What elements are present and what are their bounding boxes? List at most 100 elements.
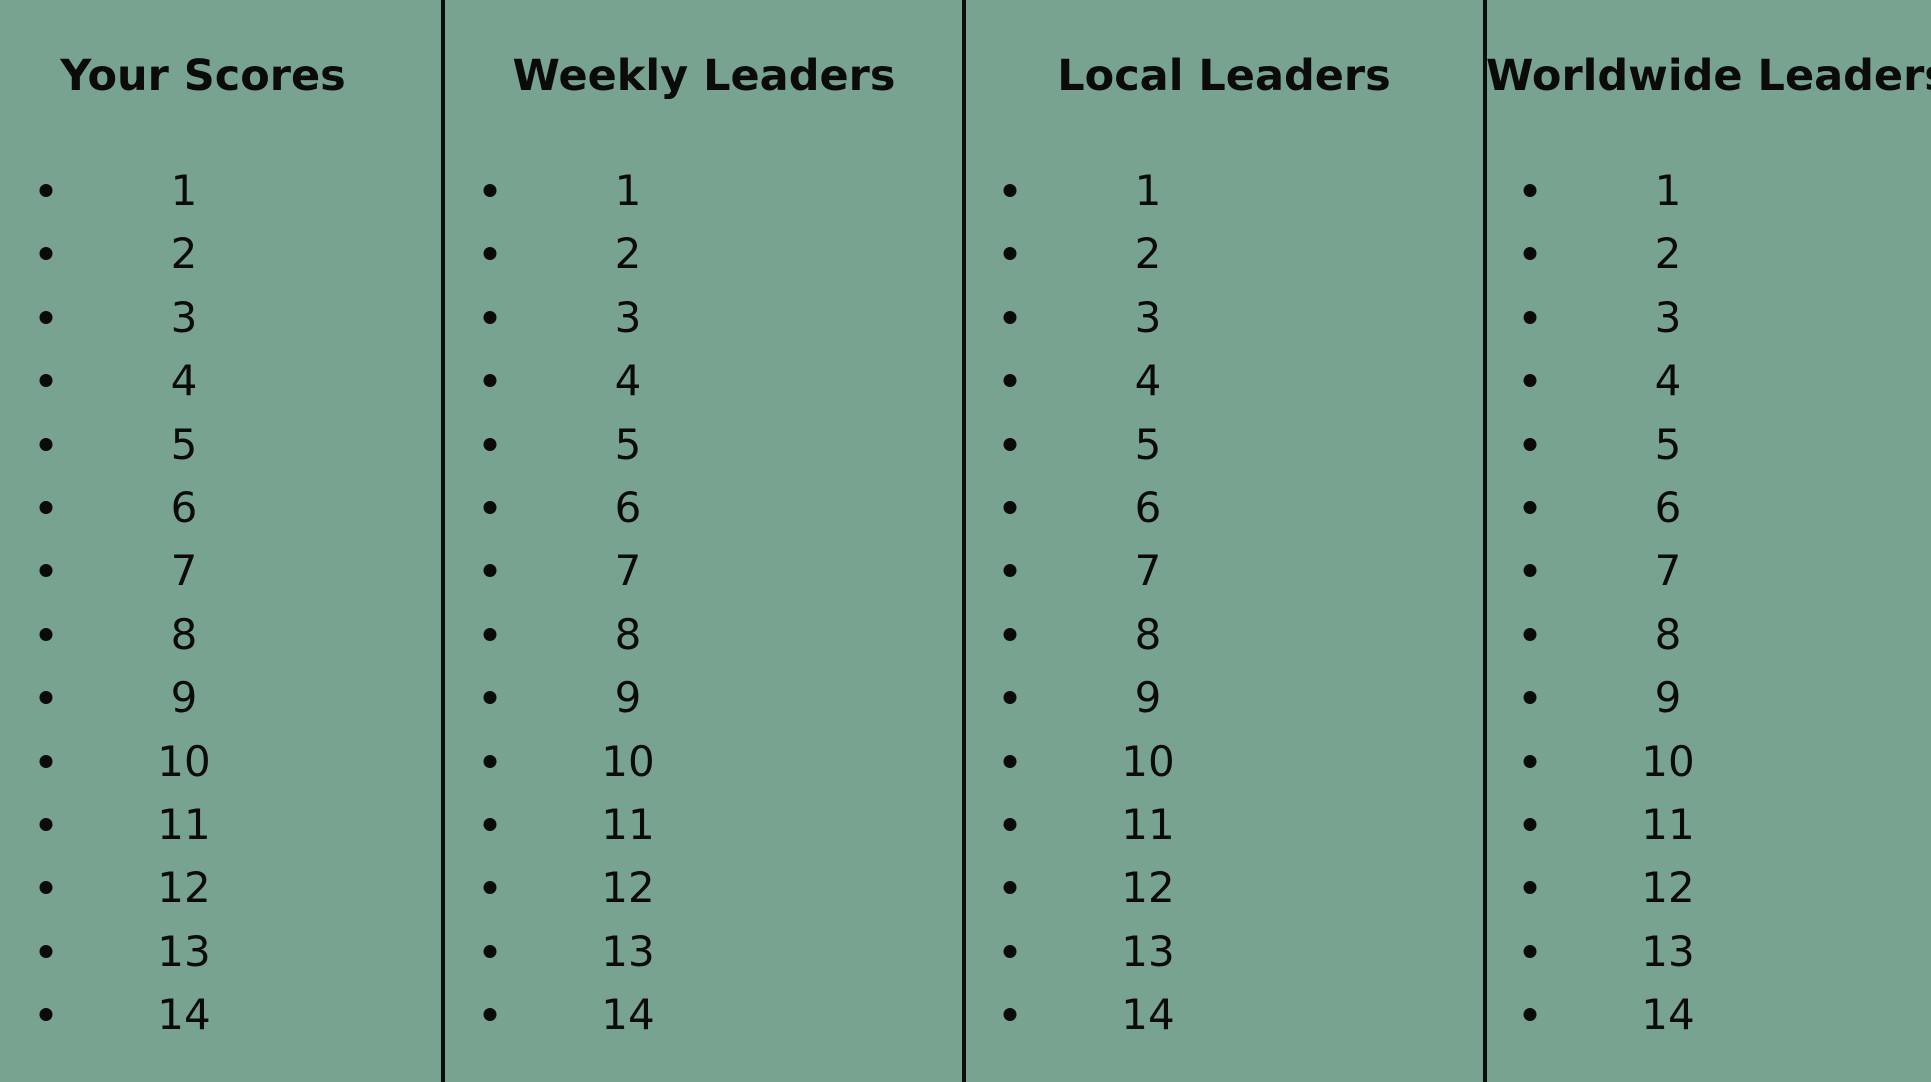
rank-row: 6 xyxy=(0,486,440,550)
bullet-icon xyxy=(1523,184,1537,197)
rank-number: 5 xyxy=(170,419,198,469)
rank-number: 3 xyxy=(170,292,198,342)
bullet-icon xyxy=(1003,627,1017,641)
bullet-icon xyxy=(483,247,497,261)
rank-row: 8 xyxy=(0,613,440,677)
bullet-icon xyxy=(483,437,497,451)
bullet-icon xyxy=(483,500,497,514)
rank-number: 3 xyxy=(1654,292,1682,342)
rank-number: 12 xyxy=(1121,863,1175,913)
bullet-icon xyxy=(39,564,53,578)
rank-row: 10 xyxy=(966,736,1482,804)
bullet-icon xyxy=(483,817,497,831)
rank-list: 1 2 3 4 5 6 7 8 9 10 11 12 13 14 xyxy=(1486,170,1931,1057)
rank-row: 5 xyxy=(966,423,1482,487)
bullet-icon xyxy=(39,310,53,324)
bullet-icon xyxy=(1523,437,1537,451)
rank-row: 3 xyxy=(1486,292,1931,360)
rank-row: 4 xyxy=(966,360,1482,423)
rank-number: 6 xyxy=(1134,482,1162,532)
rank-number: 14 xyxy=(1121,990,1175,1040)
rank-row: 10 xyxy=(446,740,962,804)
rank-number: 7 xyxy=(170,546,198,596)
rank-number: 8 xyxy=(614,609,642,659)
bullet-icon xyxy=(1523,881,1537,895)
rank-number: 8 xyxy=(1134,609,1162,659)
rank-row: 10 xyxy=(0,740,440,804)
rank-row: 14 xyxy=(966,994,1482,1057)
rank-number: 13 xyxy=(1641,926,1695,976)
column-divider xyxy=(1483,0,1487,1082)
column-title: Worldwide Leaders xyxy=(1486,51,1931,101)
rank-list: 1 2 3 4 5 6 7 8 9 10 11 12 13 14 xyxy=(446,170,962,1057)
bullet-icon xyxy=(483,881,497,895)
rank-row: 9 xyxy=(966,677,1482,740)
rank-row: 13 xyxy=(446,930,962,994)
rank-row: 1 xyxy=(966,170,1482,233)
rank-number: 11 xyxy=(601,799,655,849)
rank-list: 1 2 3 4 5 6 7 8 9 10 11 12 13 14 xyxy=(966,170,1482,1057)
bullet-icon xyxy=(483,310,497,324)
bullet-icon xyxy=(483,184,497,197)
rank-row: 8 xyxy=(966,609,1482,677)
worldwide-leaders-column: Worldwide Leaders 1 2 3 4 5 6 7 8 9 10 11 12 13 14 xyxy=(1486,0,1931,1082)
bullet-icon xyxy=(39,500,53,514)
your-scores-column: Your Scores 1 2 3 4 5 6 7 8 9 10 11 12 13 14 xyxy=(0,0,440,1082)
rank-row: 3 xyxy=(446,292,962,360)
bullet-icon xyxy=(483,944,497,958)
bullet-icon xyxy=(483,627,497,641)
bullet-icon xyxy=(1523,247,1537,261)
rank-number: 3 xyxy=(1134,292,1162,342)
rank-row: 14 xyxy=(1486,994,1931,1057)
rank-number: 10 xyxy=(1121,736,1175,786)
bullet-icon xyxy=(1523,374,1537,388)
rank-number: 1 xyxy=(614,166,642,215)
rank-row: 1 xyxy=(0,170,440,233)
bullet-icon xyxy=(39,374,53,388)
rank-row: 2 xyxy=(1486,233,1931,296)
rank-number: 3 xyxy=(614,292,642,342)
rank-number: 1 xyxy=(1134,166,1162,215)
rank-number: 1 xyxy=(170,166,198,215)
bullet-icon xyxy=(39,754,53,768)
rank-row: 4 xyxy=(446,360,962,423)
rank-number: 4 xyxy=(614,356,642,406)
rank-row: 7 xyxy=(446,550,962,613)
rank-number: 9 xyxy=(1654,673,1682,723)
rank-number: 2 xyxy=(1654,229,1682,279)
bullet-icon xyxy=(1523,754,1537,768)
column-title: Your Scores xyxy=(60,51,346,101)
rank-row: 6 xyxy=(1486,486,1931,550)
column-title: Weekly Leaders xyxy=(512,51,896,101)
bullet-icon xyxy=(1003,247,1017,261)
bullet-icon xyxy=(483,1008,497,1022)
bullet-icon xyxy=(1003,310,1017,324)
rank-number: 2 xyxy=(614,229,642,279)
bullet-icon xyxy=(1523,944,1537,958)
rank-number: 2 xyxy=(1134,229,1162,279)
rank-number: 13 xyxy=(1121,926,1175,976)
rank-number: 9 xyxy=(614,673,642,723)
rank-row: 11 xyxy=(0,803,440,867)
rank-row: 13 xyxy=(966,926,1482,994)
rank-row: 9 xyxy=(446,677,962,740)
rank-row: 1 xyxy=(1486,170,1931,233)
column-divider xyxy=(441,0,445,1082)
bullet-icon xyxy=(1003,437,1017,451)
rank-row: 12 xyxy=(0,867,440,930)
rank-row: 2 xyxy=(446,233,962,296)
rank-number: 14 xyxy=(1641,990,1695,1040)
rank-number: 12 xyxy=(157,863,211,913)
rank-number: 2 xyxy=(170,229,198,279)
bullet-icon xyxy=(483,691,497,705)
bullet-icon xyxy=(1003,881,1017,895)
bullet-icon xyxy=(1003,944,1017,958)
rank-number: 7 xyxy=(1654,546,1682,596)
rank-number: 5 xyxy=(614,419,642,469)
rank-number: 4 xyxy=(1654,356,1682,406)
bullet-icon xyxy=(1523,817,1537,831)
rank-row: 6 xyxy=(966,482,1482,550)
rank-number: 1 xyxy=(1654,166,1682,215)
rank-row: 14 xyxy=(446,994,962,1057)
rank-row: 4 xyxy=(0,360,440,423)
